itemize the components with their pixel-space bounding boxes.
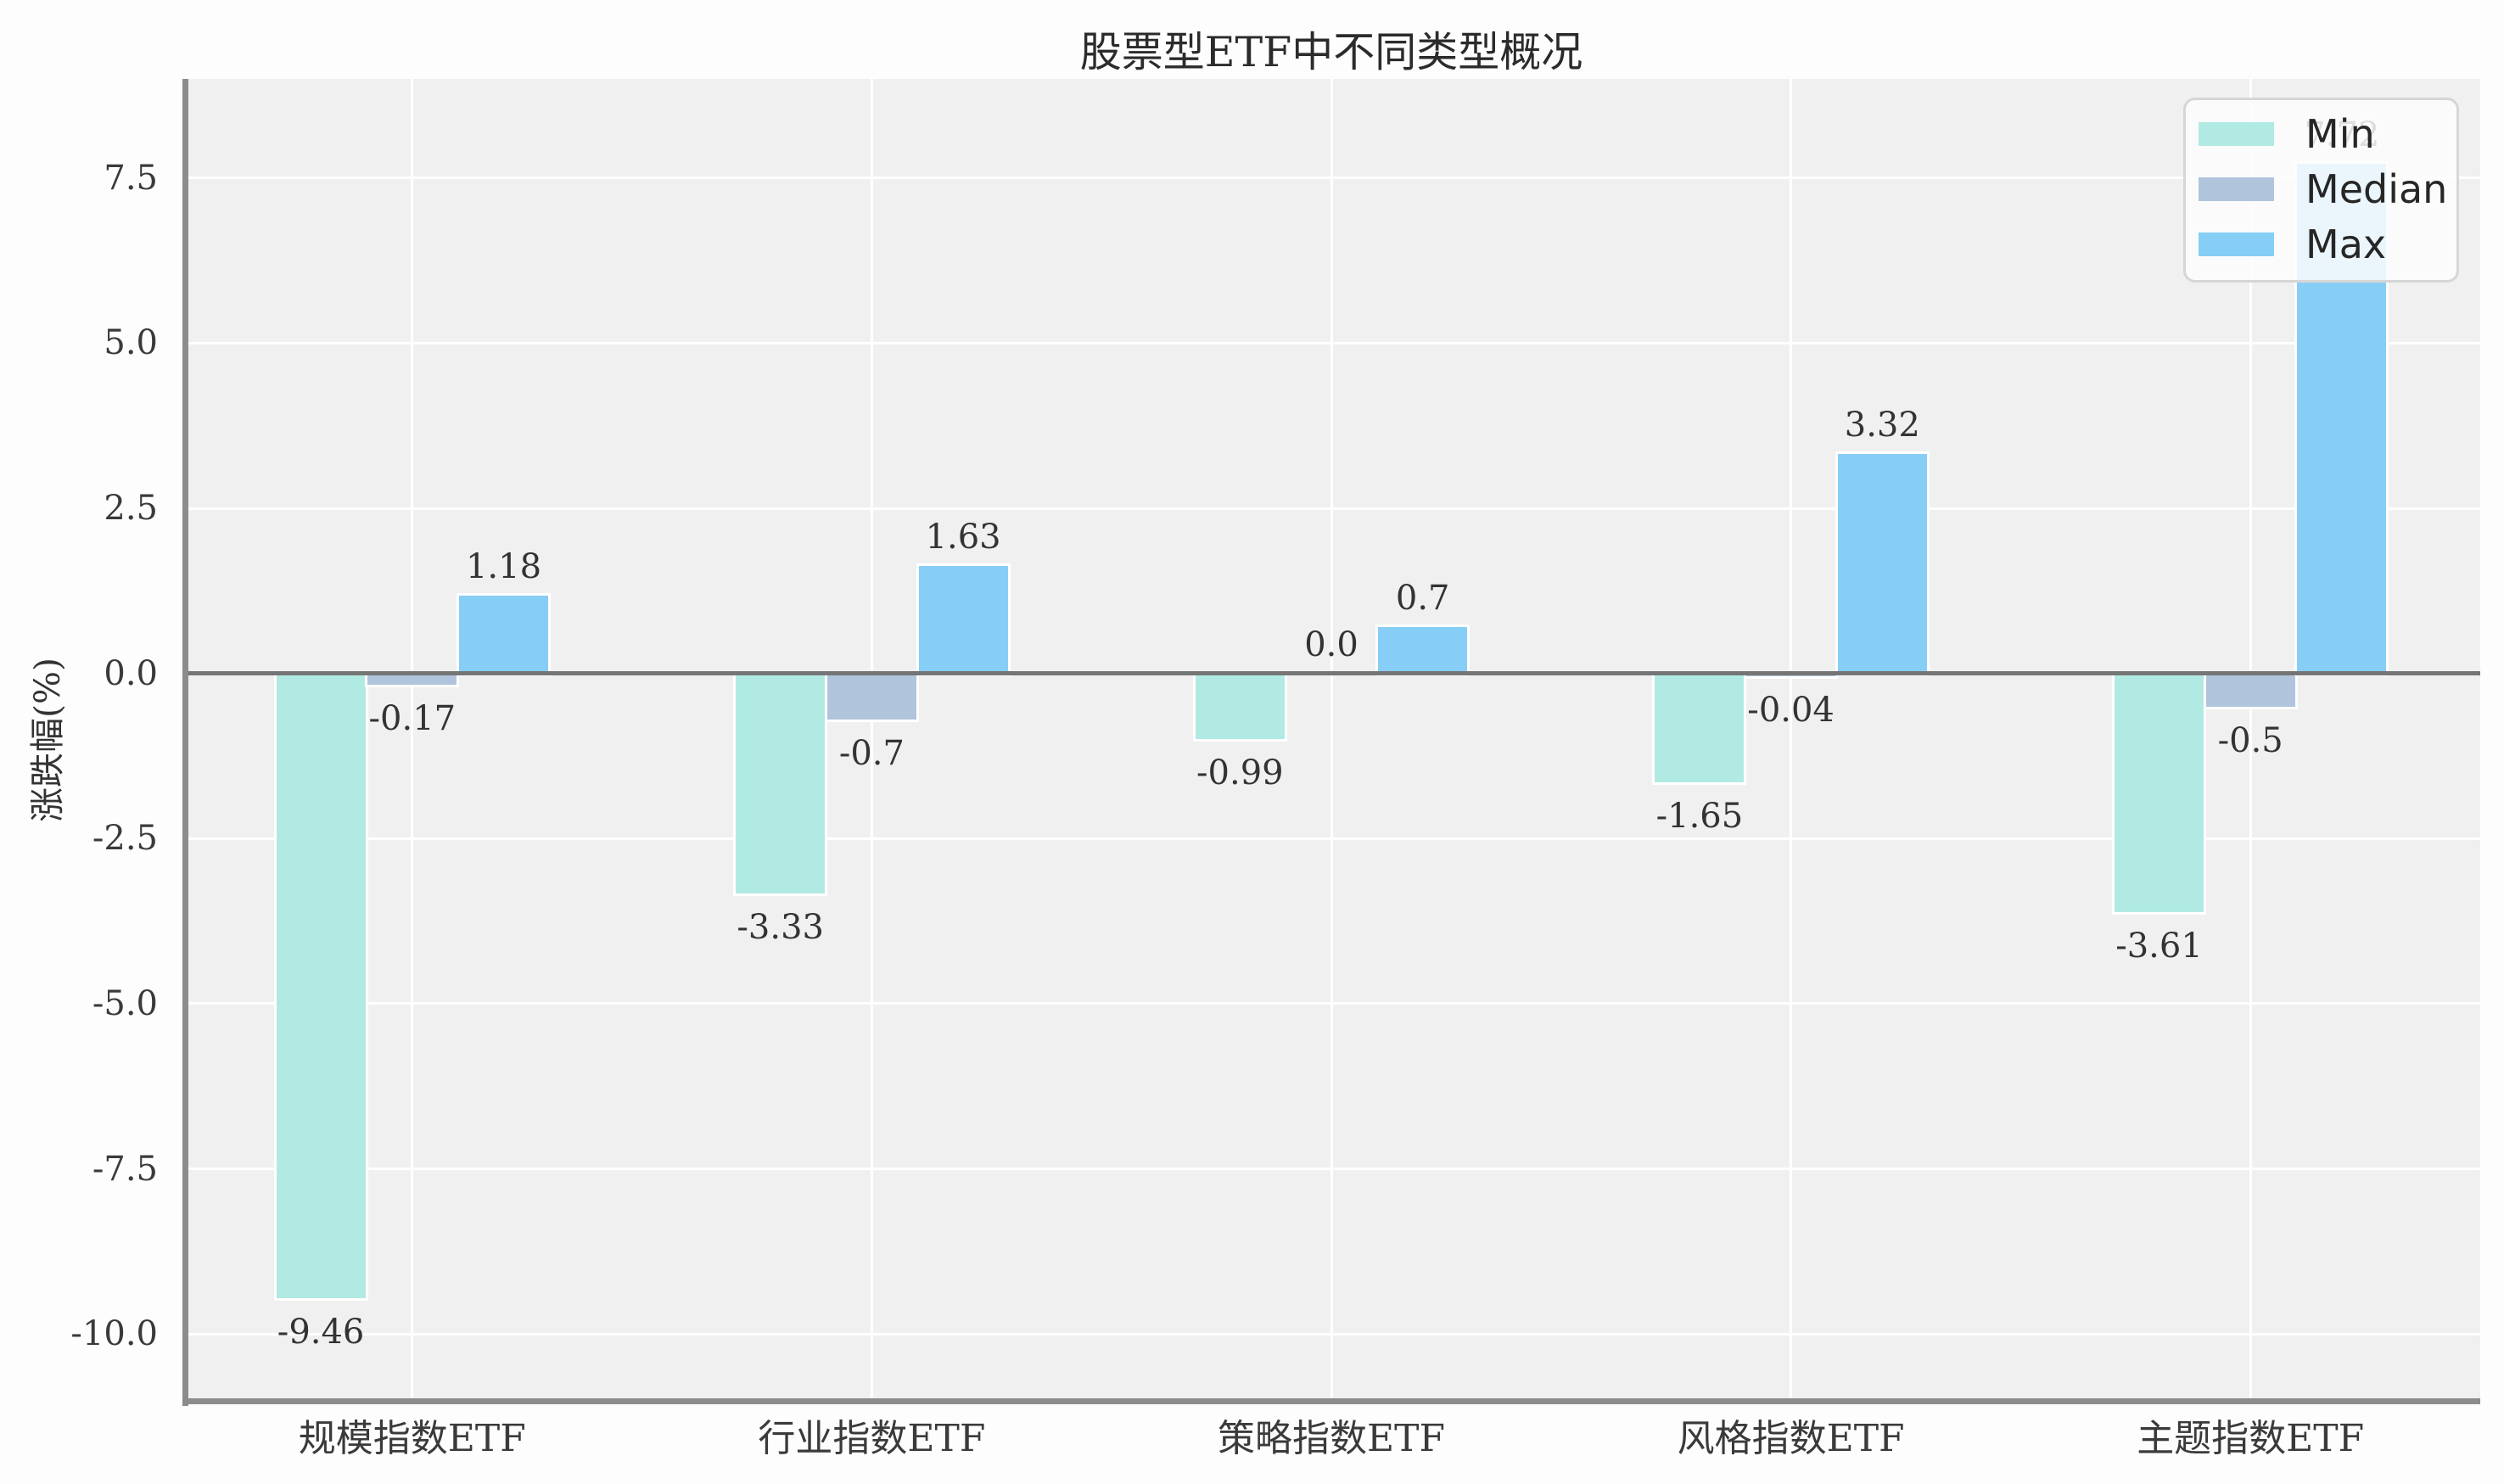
bar-value-label-min-0: -9.46 [277,1313,365,1352]
x-axis-spine [182,1398,2480,1404]
legend-item-max: Max [2199,222,2456,266]
bar-value-label-median-4: -0.5 [2217,720,2283,760]
x-tick-label-2: 策略指数ETF [1218,1417,1445,1460]
x-tick-label-0: 规模指数ETF [298,1417,526,1460]
legend: Min Median Max [2183,98,2459,283]
y-axis-label: 涨跌幅(%) [27,658,68,822]
legend-swatch-max [2199,232,2274,256]
bar-max-2 [1378,627,1468,674]
bar-value-label-max-2: 0.7 [1395,579,1450,619]
v-gridline-4 [2249,79,2252,1400]
v-gridline-0 [411,79,414,1400]
x-tick-label-4: 主题指数ETF [2137,1417,2365,1460]
v-gridline-1 [870,79,873,1400]
bar-value-label-median-3: -0.04 [1747,690,1835,730]
chart-title: 股票型ETF中不同类型概况 [1079,28,1583,76]
y-axis-spine [182,79,188,1406]
bar-value-label-max-0: 1.18 [465,546,542,586]
bar-min-3 [1655,673,1745,783]
bar-min-0 [276,673,366,1299]
bar-max-3 [1837,454,1927,674]
bar-value-label-max-3: 3.32 [1844,406,1920,445]
legend-label-max: Max [2305,221,2387,267]
y-tick-label-5.0: 5.0 [104,323,158,363]
bar-max-0 [459,595,548,674]
x-tick-label-3: 风格指数ETF [1677,1417,1905,1460]
zero-baseline [182,671,2480,676]
legend-label-median: Median [2305,165,2448,212]
bar-value-label-median-1: -0.7 [838,734,905,774]
y-tick-label-7.5: 7.5 [104,158,158,198]
bar-value-label-max-1: 1.63 [925,517,1001,557]
bar-value-label-min-2: -0.99 [1196,753,1284,792]
y-tick-label--7.5: -7.5 [92,1149,158,1189]
legend-label-min: Min [2305,111,2375,158]
bar-value-label-median-2: 0.0 [1304,624,1358,664]
bar-value-label-min-1: -3.33 [737,907,824,947]
bar-min-2 [1195,673,1285,739]
legend-item-min: Min [2199,112,2456,156]
x-tick-label-1: 行业指数ETF [758,1417,986,1460]
v-gridline-2 [1330,79,1333,1400]
y-tick-label--2.5: -2.5 [92,819,158,859]
bar-value-label-median-0: -0.17 [368,698,457,738]
bar-value-label-min-3: -1.65 [1655,797,1744,837]
legend-item-median: Median [2199,167,2456,211]
legend-swatch-min [2199,122,2274,147]
bar-median-0 [367,673,457,685]
bar-median-1 [826,673,916,720]
legend-swatch-median [2199,176,2274,201]
bar-value-label-min-4: -3.61 [2115,926,2203,966]
bar-min-4 [2115,673,2204,912]
y-tick-label-0.0: 0.0 [104,653,158,693]
v-gridline-3 [1790,79,1793,1400]
bar-min-1 [736,673,826,893]
bar-max-1 [918,565,1008,674]
y-tick-label-2.5: 2.5 [104,489,158,529]
y-tick-label--5.0: -5.0 [92,983,158,1023]
bar-median-4 [2205,673,2295,707]
y-tick-label--10.0: -10.0 [70,1314,158,1354]
